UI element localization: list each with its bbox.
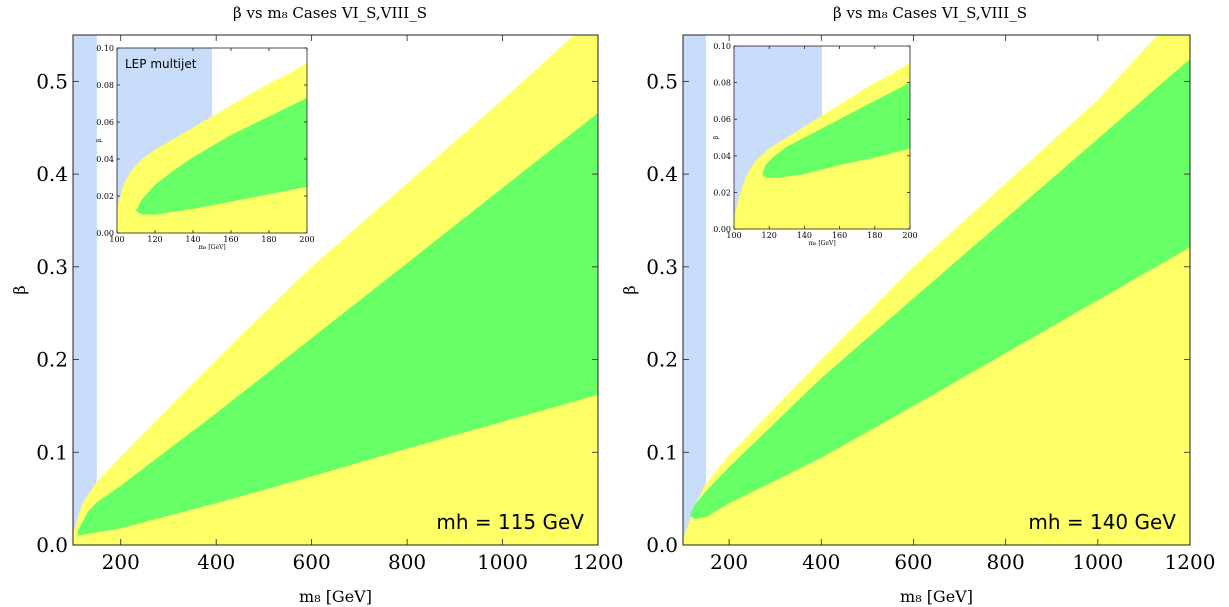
plot-frame [72,34,599,546]
x-tick-label: 160 [223,235,238,244]
chart-title: β vs m₈ Cases VI_S,VIII_S [833,4,1027,22]
x-tick-label: 1000 [1072,550,1123,574]
x-tick-label: 400 [197,550,235,574]
y-tick-label: 0.1 [36,440,68,464]
x-tick-label: 200 [299,235,314,244]
inset-chart: 100 120 140 160 180 200 0.00 0.02 0.04 0.06 0.08 0.… [713,42,918,247]
plot-area [683,35,1190,545]
x-tick-label: 600 [894,550,932,574]
inset-frame [116,47,308,234]
y-axis-label: β [620,285,639,294]
y-tick-label: 0.2 [36,348,68,372]
x-axis-label: m₈ [GeV] [900,587,973,606]
x-tick-label: 200 [102,550,140,574]
y-tick-label: 0.10 [713,42,731,51]
x-tick-label: 800 [388,550,426,574]
y-tick-label: 0.3 [646,255,678,279]
y-tick-label: 0.04 [96,155,114,164]
higgs-mass-annotation: mh = 140 GeV [1028,510,1176,534]
x-tick-label: 400 [802,550,840,574]
y-tick-label: 0.10 [96,44,114,53]
x-tick-label: 140 [185,235,200,244]
y-tick-label: 0.4 [36,162,68,186]
inset-y-axis-label: β [96,138,103,142]
plot-area [73,35,598,545]
x-tick-label: 1200 [1165,550,1216,574]
x-tick-label: 1200 [573,550,624,574]
inset-frame [733,45,911,230]
chart-panel-1: β vs m₈ Cases VI_S,VIII_S 200 400 600 800 100… [10,4,623,606]
green-allowed-region [689,59,1190,519]
green-allowed-region [136,98,307,215]
y-tick-label: 0.00 [713,225,731,234]
lep-multijet-label: LEP multijet [125,57,197,71]
inset-chart: 100 120 140 160 180 200 0.00 0.02 0.04 0.06 0.08 0.… [96,44,315,251]
y-tick-label: 0.1 [646,440,678,464]
y-tick-label: 0.2 [646,348,678,372]
y-tick-label: 0.5 [36,69,68,93]
x-tick-label: 600 [293,550,331,574]
y-tick-label: 0.0 [646,533,678,557]
inset-x-axis-label: m₈ [GeV] [808,240,835,247]
y-tick-label: 0.04 [713,152,731,161]
x-tick-label: 800 [987,550,1025,574]
y-tick-label: 0.06 [713,115,731,124]
excluded-region-band [683,35,707,545]
x-tick-label: 160 [832,231,847,240]
chart-title: β vs m₈ Cases VI_S,VIII_S [233,4,427,22]
y-tick-label: 0.02 [713,188,731,197]
x-tick-label: 100 [726,231,741,240]
excluded-region-band [73,35,97,545]
inset-plot-area [734,46,910,229]
x-tick-label: 120 [147,235,162,244]
y-tick-label: 0.00 [96,229,114,238]
y-tick-label: 0.02 [96,192,114,201]
y-tick-label: 0.08 [713,79,731,88]
y-tick-label: 0.06 [96,118,114,127]
y-tick-label: 0.0 [36,533,68,557]
chart-panel-2: β vs m₈ Cases VI_S,VIII_S 200 400 600 800 100… [620,4,1215,606]
green-allowed-region [762,82,910,178]
x-tick-label: 200 [710,550,748,574]
x-tick-label: 200 [902,231,917,240]
higgs-mass-annotation: mh = 115 GeV [436,510,584,534]
y-axis-label: β [10,285,29,294]
inset-y-axis-label: β [713,135,720,139]
y-tick-label: 0.3 [36,255,68,279]
x-tick-label: 180 [867,231,882,240]
green-allowed-region [77,112,598,536]
y-tick-label: 0.5 [646,69,678,93]
x-tick-label: 120 [762,231,777,240]
inset-plot-area [117,48,307,233]
inset-x-axis-label: m₈ [GeV] [198,244,225,251]
x-tick-label: 1000 [477,550,528,574]
x-tick-label: 140 [797,231,812,240]
x-tick-label: 180 [261,235,276,244]
y-tick-label: 0.08 [96,81,114,90]
y-tick-label: 0.4 [646,162,678,186]
x-tick-label: 100 [109,235,124,244]
x-axis-label: m₈ [GeV] [299,587,372,606]
plot-frame [682,34,1191,546]
